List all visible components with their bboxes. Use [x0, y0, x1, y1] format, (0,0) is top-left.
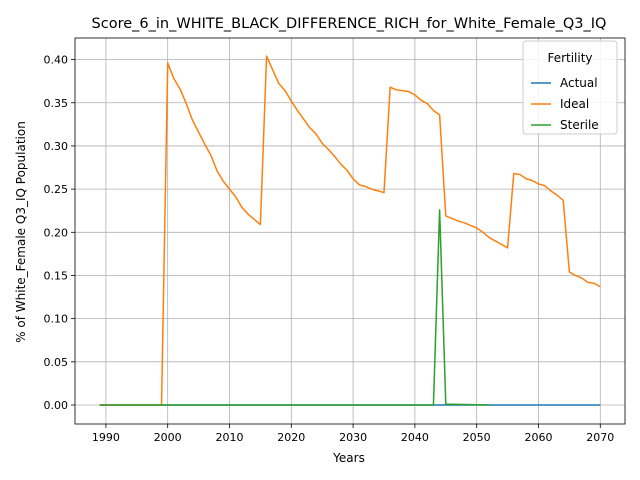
- legend-label-ideal: Ideal: [560, 97, 589, 111]
- x-tick-label: 2000: [154, 431, 182, 444]
- series-line-sterile: [99, 209, 490, 406]
- plot-frame: [74, 37, 626, 425]
- x-axis-label: Years: [332, 451, 365, 465]
- y-axis-ticks: 0.00 0.05 0.10 0.15 0.20 0.25 0.30 0.35 0.40: [44, 54, 75, 412]
- x-tick-label: 2010: [215, 431, 243, 444]
- y-tick-label: 0.10: [44, 313, 69, 326]
- x-tick-label: 1990: [92, 431, 120, 444]
- legend-box: [522, 40, 618, 135]
- y-tick-label: 0.20: [44, 226, 69, 239]
- y-axis-label: % of White_Female Q3_IQ Population: [14, 121, 28, 343]
- x-tick-label: 2020: [277, 431, 305, 444]
- legend-label-actual: Actual: [560, 76, 598, 90]
- legend-title: Fertility: [547, 51, 592, 65]
- x-tick-label: 2070: [586, 431, 614, 444]
- x-tick-label: 2050: [463, 431, 491, 444]
- y-tick-label: 0.35: [44, 97, 69, 110]
- series-lines: [99, 55, 601, 406]
- x-axis-ticks: 1990 2000 2010 2020 2030 2040 2050 2060 2070: [92, 424, 614, 444]
- y-tick-label: 0.15: [44, 269, 69, 282]
- y-tick-label: 0.05: [44, 356, 69, 369]
- x-tick-label: 2040: [401, 431, 429, 444]
- y-tick-label: 0.40: [44, 54, 69, 67]
- legend-label-sterile: Sterile: [560, 118, 599, 132]
- series-line-ideal: [99, 55, 601, 406]
- legend: Fertility Actual Ideal Sterile: [522, 40, 618, 135]
- x-tick-label: 2060: [524, 431, 552, 444]
- y-tick-label: 0.25: [44, 183, 69, 196]
- y-tick-label: 0.00: [44, 399, 69, 412]
- y-tick-label: 0.30: [44, 140, 69, 153]
- x-tick-label: 2030: [339, 431, 367, 444]
- chart-title: Score_6_in_WHITE_BLACK_DIFFERENCE_RICH_f…: [92, 16, 607, 32]
